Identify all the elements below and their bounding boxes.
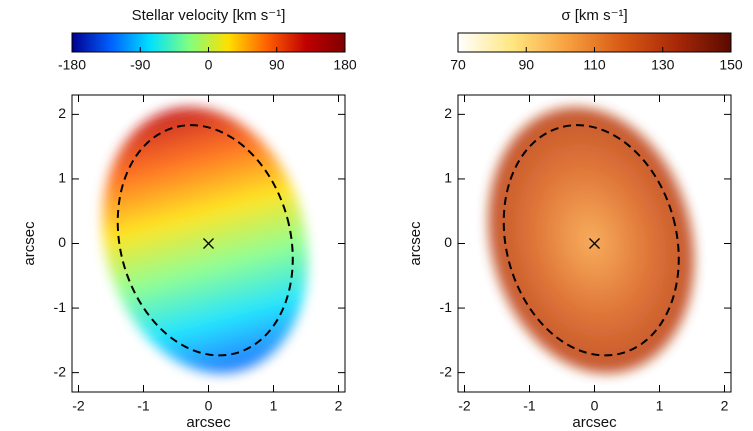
colorbar-tick-label: 70: [450, 57, 466, 73]
y-tick-label: -2: [54, 363, 67, 379]
colorbar-tick-label: 90: [269, 57, 285, 73]
y-axis-label: arcsec: [407, 221, 424, 266]
y-tick-label: -2: [440, 363, 453, 379]
x-tick-label: 2: [721, 398, 729, 414]
colorbar-tick-label: 180: [333, 57, 357, 73]
colorbar-tick-label: 130: [651, 57, 675, 73]
x-tick-label: 0: [591, 398, 599, 414]
y-tick-label: -1: [54, 299, 67, 315]
aperture-ellipse: [502, 124, 680, 357]
x-axis-label: arcsec: [186, 414, 231, 431]
y-tick-label: 2: [58, 105, 66, 121]
y-tick-label: 1: [444, 170, 452, 186]
colorbar-tick-label: 90: [518, 57, 534, 73]
colorbar-title: Stellar velocity [km s⁻¹]: [132, 7, 286, 24]
x-tick-label: 1: [656, 398, 664, 414]
x-tick-label: -2: [72, 398, 85, 414]
y-tick-label: 1: [58, 170, 66, 186]
x-tick-label: -2: [458, 398, 471, 414]
aperture-ellipse: [116, 124, 294, 357]
y-tick-label: 2: [444, 105, 452, 121]
colorbar-tick-label: -90: [130, 57, 150, 73]
x-tick-label: 2: [335, 398, 343, 414]
x-tick-label: 1: [270, 398, 278, 414]
colorbar-title: σ [km s⁻¹]: [561, 7, 627, 24]
colorbar-tick-label: 110: [583, 57, 606, 73]
colorbar-tick-label: 0: [205, 57, 213, 73]
x-tick-label: -1: [137, 398, 150, 414]
x-axis-label: arcsec: [572, 414, 617, 431]
centre-marker: [203, 238, 214, 249]
x-tick-label: 0: [205, 398, 213, 414]
y-tick-label: 0: [444, 234, 452, 250]
y-axis-label: arcsec: [21, 221, 38, 266]
colorbar-tick-label: 150: [719, 57, 743, 73]
x-tick-label: -1: [523, 398, 536, 414]
colorbar-tick-label: -180: [58, 57, 86, 73]
y-tick-label: -1: [440, 299, 453, 315]
y-tick-label: 0: [58, 234, 66, 250]
centre-marker: [589, 238, 600, 249]
